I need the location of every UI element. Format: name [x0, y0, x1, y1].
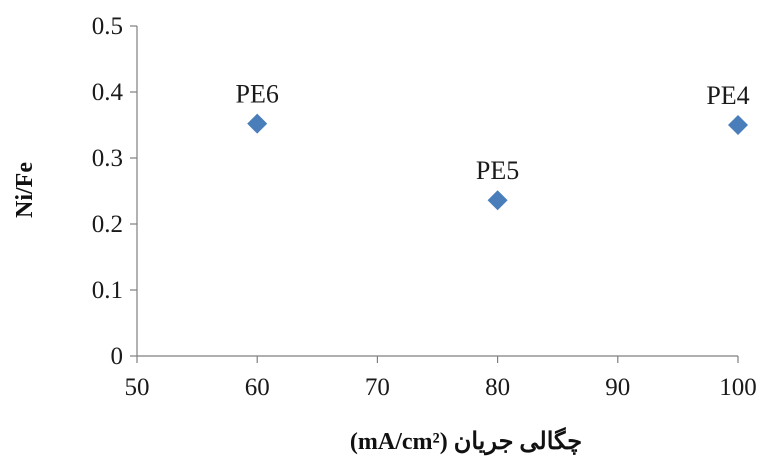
x-tick-label: 70	[365, 374, 390, 401]
x-tick-label: 50	[125, 374, 150, 401]
y-tick-label: 0.3	[92, 145, 123, 172]
data-points: PE6 PE5 PE4	[236, 80, 750, 211]
x-ticks: 50 60 70 80 90 100	[125, 356, 757, 401]
point-label-pe5: PE5	[476, 156, 519, 185]
y-tick-label: 0.1	[92, 277, 123, 304]
x-tick-label: 90	[605, 374, 630, 401]
axes	[136, 26, 738, 357]
y-tick-label: 0.5	[92, 13, 123, 40]
point-label-pe4: PE4	[706, 81, 749, 110]
x-tick-label: 80	[485, 374, 510, 401]
data-point-pe6	[247, 113, 268, 134]
data-point-pe4	[728, 115, 748, 135]
y-ticks: 0 0.1 0.2 0.3 0.4 0.5	[92, 13, 137, 370]
x-tick-label: 60	[245, 374, 270, 401]
y-tick-label: 0.2	[92, 211, 123, 238]
point-label-pe6: PE6	[236, 80, 279, 109]
x-tick-label: 100	[719, 374, 757, 401]
y-axis-title: Ni/Fe	[12, 162, 38, 218]
data-point-pe5	[487, 190, 508, 211]
y-tick-label: 0.4	[92, 79, 124, 106]
y-tick-label: 0	[111, 343, 124, 370]
x-axis-title: چگالی جریان (mA/cm²)	[350, 426, 582, 456]
